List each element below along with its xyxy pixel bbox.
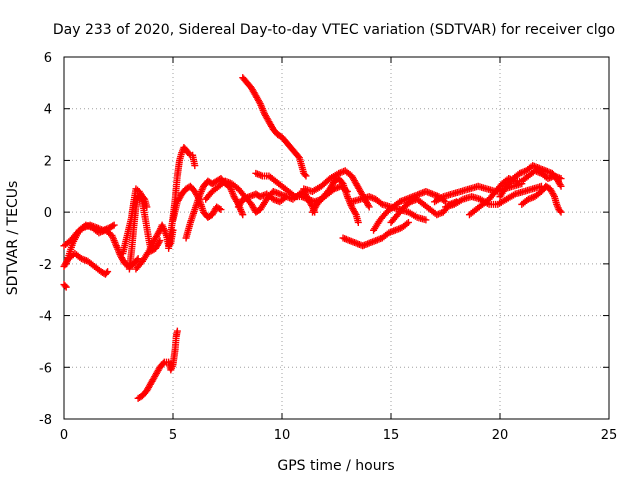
series-arc23 (442, 182, 545, 211)
data-point (239, 211, 247, 219)
x-tick-label: 0 (60, 428, 68, 443)
data-point (354, 218, 362, 226)
y-tick-label: -8 (39, 413, 52, 428)
data-point (173, 327, 181, 335)
series-arc8 (134, 327, 181, 402)
grid-lines (64, 57, 609, 419)
x-axis-title: GPS time / hours (277, 458, 394, 474)
data-point (216, 205, 224, 213)
x-tick-label: 10 (274, 428, 291, 443)
x-tick-label: 25 (601, 428, 618, 443)
data-point (191, 162, 199, 170)
data-point (550, 191, 558, 199)
y-tick-label: 2 (44, 154, 52, 169)
data-point (255, 98, 263, 106)
series-arc10 (169, 182, 225, 224)
axis-ticks: 0 5 10 15 20 25 -8 -6 -4 -2 0 2 4 6 (39, 51, 617, 443)
series-arc17 (309, 175, 362, 226)
y-tick-label: 6 (44, 51, 52, 66)
data-point (557, 208, 565, 216)
data-point (155, 228, 163, 236)
series-arc13 (239, 74, 310, 180)
data-point (301, 171, 309, 179)
x-tick-label: 5 (169, 428, 177, 443)
y-tick-label: 4 (44, 103, 52, 118)
series-arc3 (60, 250, 112, 278)
series-arc25 (496, 162, 565, 201)
data-point (185, 150, 193, 158)
y-tick-label: -2 (39, 258, 52, 273)
y-axis-title: SDTVAR / TECUs (5, 181, 21, 296)
data-point (217, 206, 225, 214)
data-point (302, 172, 310, 180)
plot-area-border (63, 56, 610, 420)
data-point (133, 256, 141, 264)
y-tick-label: -4 (39, 310, 52, 325)
data-point (556, 181, 564, 189)
series-arc18 (339, 218, 412, 250)
data-markers (60, 74, 565, 402)
series-arc6 (125, 190, 164, 273)
x-tick-label: 15 (383, 428, 400, 443)
data-point (365, 203, 373, 211)
data-point (103, 269, 111, 277)
chart-title: Day 233 of 2020, Sidereal Day-to-day VTE… (53, 22, 615, 38)
data-point (134, 255, 142, 263)
data-point (156, 237, 164, 245)
series-arc9 (165, 144, 199, 252)
series-arc12 (202, 177, 290, 216)
series-arc2 (60, 281, 70, 291)
y-tick-label: 0 (44, 206, 52, 221)
data-point (61, 282, 69, 290)
data-point (351, 209, 359, 217)
series-arc4 (62, 221, 142, 270)
data-point (110, 221, 118, 229)
data-point (109, 222, 117, 230)
data-point (62, 283, 70, 291)
data-point (557, 182, 565, 190)
y-tick-label: -6 (39, 361, 52, 376)
x-tick-label: 20 (492, 428, 509, 443)
data-point (422, 216, 430, 224)
series-arc21 (387, 195, 460, 226)
data-point (364, 201, 372, 209)
series-arc26 (518, 182, 565, 216)
data-point (404, 218, 412, 226)
data-point (159, 359, 167, 367)
data-point (104, 268, 112, 276)
data-point (556, 207, 564, 215)
